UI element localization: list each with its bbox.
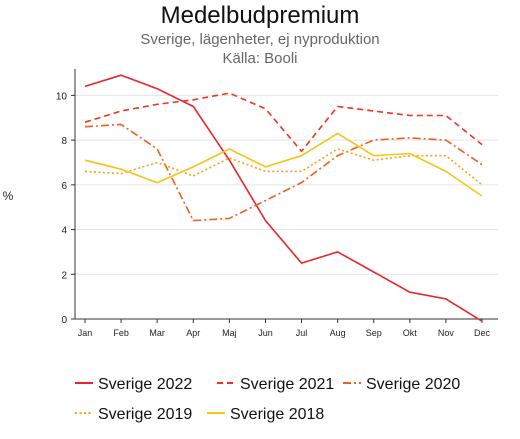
- x-tick-label: Jul: [296, 328, 308, 338]
- y-tick-label: 8: [61, 136, 67, 147]
- y-tick-label: 2: [61, 270, 67, 281]
- legend-label: Sverige 2019: [98, 406, 192, 423]
- legend-label: Sverige 2020: [366, 376, 460, 393]
- series-line: [84, 123, 483, 222]
- x-tick-label: Mar: [149, 328, 165, 338]
- x-tick-label: Jun: [258, 328, 273, 338]
- legend-label: Sverige 2021: [240, 376, 334, 393]
- x-tick-label: Okt: [403, 328, 418, 338]
- x-tick-label: Aug: [330, 328, 346, 338]
- legend-label: Sverige 2018: [230, 406, 324, 423]
- series-line: [84, 74, 483, 322]
- chart-subtitle: Sverige, lägenheter, ej nyproduktion: [140, 31, 380, 48]
- y-tick-label: 6: [61, 181, 67, 192]
- series-line: [84, 148, 483, 186]
- x-tick-label: Sep: [366, 328, 382, 338]
- y-tick-label: 10: [56, 91, 68, 102]
- x-tick-label: Nov: [438, 328, 455, 338]
- x-tick-label: Jan: [78, 328, 93, 338]
- y-tick-label: 4: [61, 226, 67, 237]
- chart-title: Medelbudpremium: [160, 2, 360, 29]
- x-tick-label: Maj: [222, 328, 237, 338]
- y-tick-label: 0: [61, 315, 67, 326]
- legend-label: Sverige 2022: [98, 376, 192, 393]
- x-tick-label: Apr: [186, 328, 200, 338]
- series-line: [84, 92, 483, 153]
- series-line: [84, 132, 483, 197]
- x-tick-label: Dec: [474, 328, 491, 338]
- y-axis-label: %: [3, 189, 14, 203]
- chart-source: Källa: Booli: [222, 50, 298, 67]
- x-tick-label: Feb: [113, 328, 129, 338]
